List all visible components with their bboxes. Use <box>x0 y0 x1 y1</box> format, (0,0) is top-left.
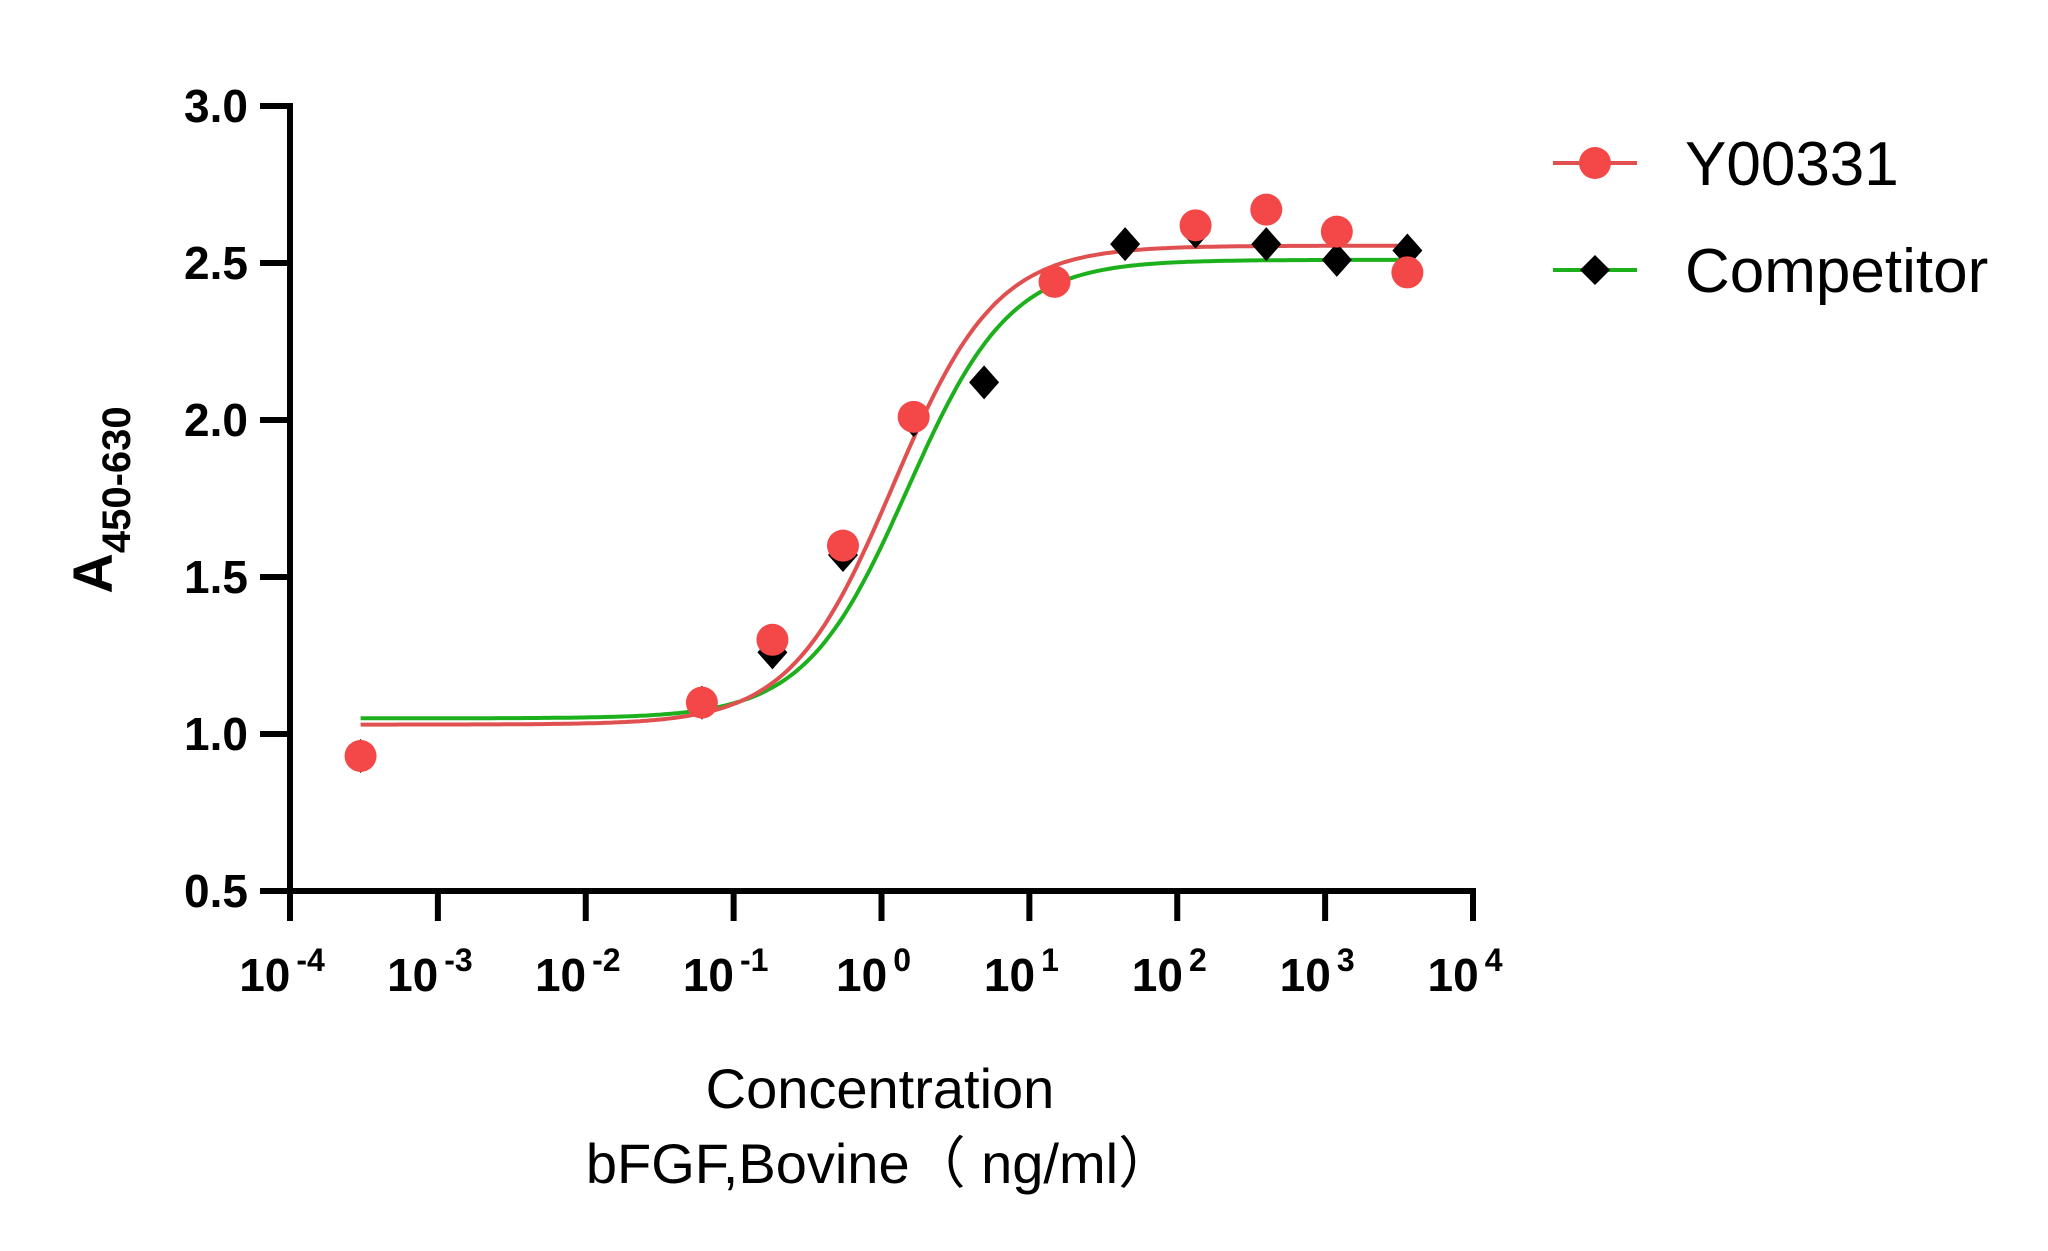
data-point-y00331 <box>1320 215 1353 248</box>
x-tick-label: 10 -3 <box>387 942 473 1001</box>
legend: Y00331 Competitor <box>1553 130 1988 306</box>
y-tick-label: 2.5 <box>184 237 248 289</box>
data-point-y00331 <box>344 739 377 772</box>
y-tick-label: 2.0 <box>184 394 248 446</box>
x-tick-label: 10 -4 <box>239 942 325 1001</box>
data-point-competitor <box>1110 227 1141 262</box>
x-tick-label: 10 4 <box>1428 942 1503 1001</box>
legend-label: Competitor <box>1685 237 1988 306</box>
x-tick-label: 10 -1 <box>683 942 769 1001</box>
y-tick-label: 1.5 <box>184 551 248 603</box>
y-tick-label: 0.5 <box>184 865 248 917</box>
data-point-competitor <box>1321 242 1352 277</box>
axes: 0.5 1.0 1.5 2.0 2.5 3.0 10 -4 10 -3 10 -2 10 -1 10 0 10 1… <box>184 80 1503 1001</box>
data-point-y00331 <box>1391 256 1424 289</box>
data-point-competitor <box>969 365 1000 400</box>
x-axis-title-line2: bFGF,Bovine（ ng/ml） <box>586 1132 1174 1195</box>
legend-diamond-marker <box>1580 255 1610 285</box>
data-point-y00331 <box>1179 209 1212 242</box>
fit-curve-competitor <box>360 257 1408 721</box>
y-axis-title-main: A <box>61 553 124 593</box>
x-tick-label: 10 1 <box>984 942 1059 1001</box>
legend-circle-marker <box>1579 147 1611 179</box>
data-points <box>344 193 1424 773</box>
x-tick-label: 10 0 <box>836 942 911 1001</box>
data-point-y00331 <box>1038 265 1071 298</box>
data-point-y00331 <box>685 686 718 719</box>
data-point-y00331 <box>826 529 859 562</box>
data-point-y00331 <box>756 623 789 656</box>
x-tick-label: 10 2 <box>1132 942 1207 1001</box>
x-tick-label: 10 -2 <box>535 942 621 1001</box>
y-tick-label: 1.0 <box>184 708 248 760</box>
fit-curve-y00331 <box>360 243 1408 727</box>
x-axis-title-line1: Concentration <box>706 1057 1055 1120</box>
x-tick-label: 10 3 <box>1280 942 1355 1001</box>
y-axis-title-subscript: 450-630 <box>95 406 139 553</box>
legend-label: Y00331 <box>1685 130 1899 199</box>
fit-curves <box>360 243 1408 727</box>
data-point-y00331 <box>897 400 930 433</box>
data-point-y00331 <box>1250 193 1283 226</box>
y-tick-label: 3.0 <box>184 80 248 132</box>
data-point-competitor <box>1251 227 1282 262</box>
y-axis-title: A450-630 <box>61 406 139 593</box>
